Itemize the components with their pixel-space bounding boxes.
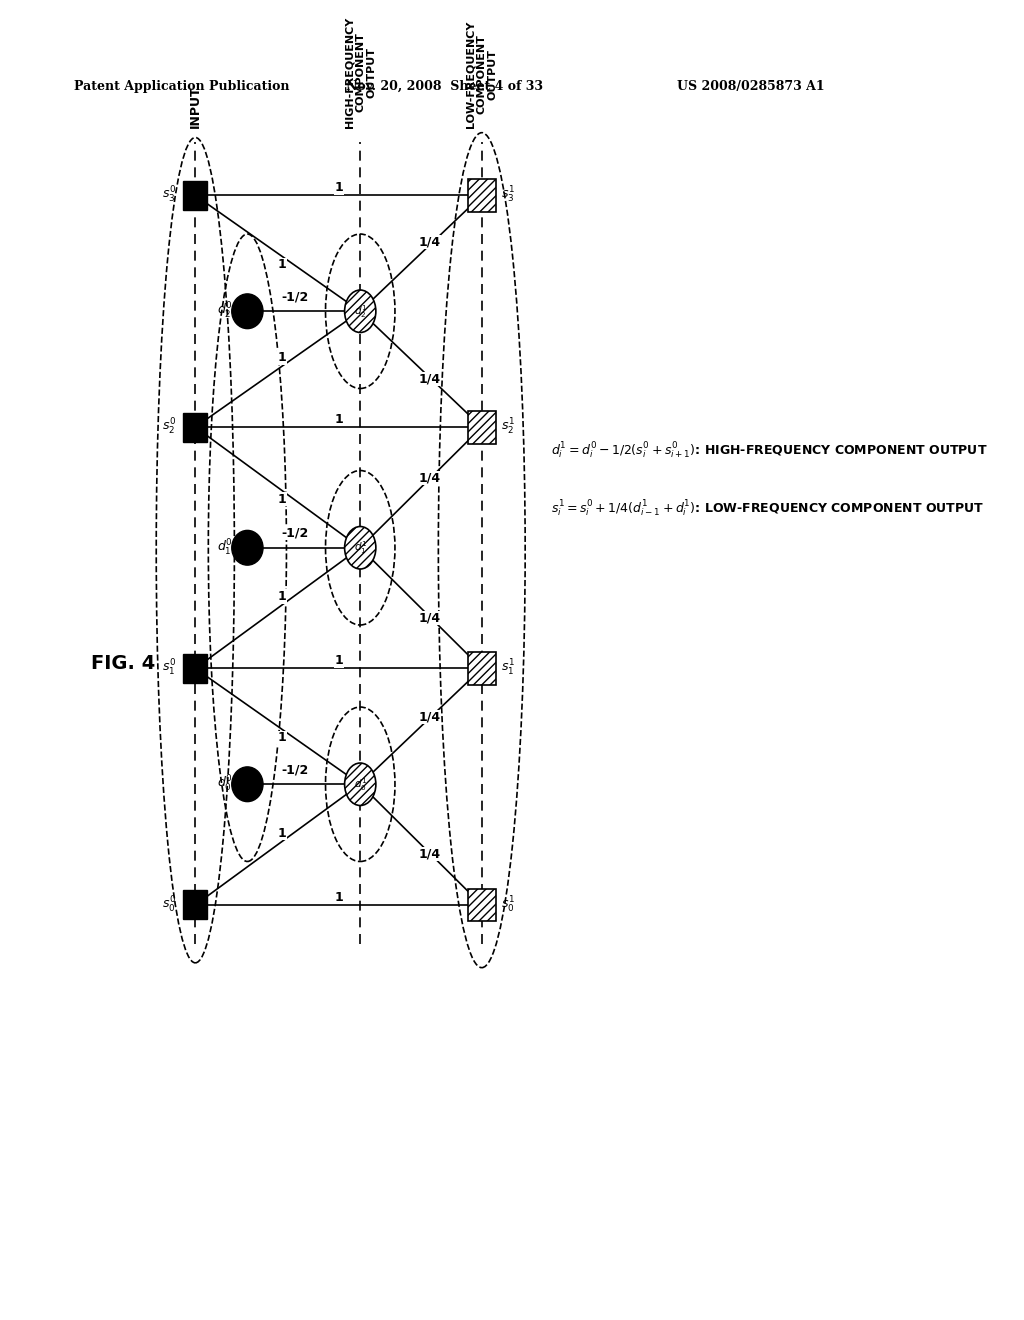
Text: 1/4: 1/4 xyxy=(419,710,440,723)
Text: 1: 1 xyxy=(334,413,343,426)
Text: $s_3^1$: $s_3^1$ xyxy=(501,185,515,206)
Text: 1: 1 xyxy=(278,351,287,364)
Text: 1: 1 xyxy=(278,826,287,840)
Text: 1/4: 1/4 xyxy=(419,471,440,484)
Text: $s_1^0$: $s_1^0$ xyxy=(162,659,176,678)
Text: 1: 1 xyxy=(334,181,343,194)
Text: 1: 1 xyxy=(334,891,343,904)
Text: FIG. 4: FIG. 4 xyxy=(91,655,156,673)
Text: HIGH-FREQUENCY
COMPONENT
OUTPUT: HIGH-FREQUENCY COMPONENT OUTPUT xyxy=(344,17,376,128)
Text: $s_2^1$: $s_2^1$ xyxy=(501,417,515,437)
Text: 1: 1 xyxy=(278,590,287,603)
Text: 1/4: 1/4 xyxy=(419,372,440,385)
Bar xyxy=(183,181,208,210)
Text: $d_1^1$: $d_1^1$ xyxy=(353,540,367,556)
Ellipse shape xyxy=(345,763,376,805)
Text: INPUT: INPUT xyxy=(188,86,202,128)
Text: $s_0^0$: $s_0^0$ xyxy=(162,895,176,915)
Bar xyxy=(468,180,496,211)
Text: $s_3^0$: $s_3^0$ xyxy=(162,185,176,206)
Bar xyxy=(183,653,208,682)
Text: 1: 1 xyxy=(278,492,287,506)
Text: $d_0^0$: $d_0^0$ xyxy=(217,775,232,795)
Text: $s_0^1$: $s_0^1$ xyxy=(501,895,515,915)
Text: 1: 1 xyxy=(278,731,287,744)
Ellipse shape xyxy=(231,531,263,565)
Bar xyxy=(468,411,496,444)
Text: Nov. 20, 2008  Sheet 4 of 33: Nov. 20, 2008 Sheet 4 of 33 xyxy=(346,79,543,92)
Bar xyxy=(468,888,496,921)
Text: -1/2: -1/2 xyxy=(282,527,309,540)
Text: 1: 1 xyxy=(278,259,287,272)
Text: -1/2: -1/2 xyxy=(282,290,309,304)
Ellipse shape xyxy=(231,294,263,329)
Ellipse shape xyxy=(345,527,376,569)
Text: $d_2^1$: $d_2^1$ xyxy=(353,302,367,319)
Text: $s_1^1$: $s_1^1$ xyxy=(501,659,515,678)
Text: $d_1^0$: $d_1^0$ xyxy=(217,537,232,558)
Text: 1/4: 1/4 xyxy=(419,847,440,861)
Text: $d_0^1$: $d_0^1$ xyxy=(353,776,367,792)
Bar xyxy=(183,413,208,442)
Text: 1/4: 1/4 xyxy=(419,235,440,248)
Text: Patent Application Publication: Patent Application Publication xyxy=(74,79,290,92)
Text: US 2008/0285873 A1: US 2008/0285873 A1 xyxy=(677,79,824,92)
Bar xyxy=(468,652,496,685)
Text: 1/4: 1/4 xyxy=(419,611,440,624)
Text: -1/2: -1/2 xyxy=(282,763,309,776)
Text: $s_i^1=s_i^0+1/4(d_{i-1}^1+d_i^1)$: LOW-FREQUENCY COMPONENT OUTPUT: $s_i^1=s_i^0+1/4(d_{i-1}^1+d_i^1)$: LOW-… xyxy=(551,499,984,519)
Text: $d_2^0$: $d_2^0$ xyxy=(217,301,232,321)
Text: $d_i^1=d_i^0-1/2(s_i^0+s_{i+1}^0)$: HIGH-FREQUENCY COMPONENT OUTPUT: $d_i^1=d_i^0-1/2(s_i^0+s_{i+1}^0)$: HIGH… xyxy=(551,441,988,462)
Ellipse shape xyxy=(231,767,263,801)
Text: 1: 1 xyxy=(334,655,343,667)
Ellipse shape xyxy=(345,290,376,333)
Text: LOW-FREQUENCY
COMPONENT
OUTPUT: LOW-FREQUENCY COMPONENT OUTPUT xyxy=(466,21,498,128)
Bar xyxy=(183,891,208,920)
Text: $s_2^0$: $s_2^0$ xyxy=(162,417,176,437)
